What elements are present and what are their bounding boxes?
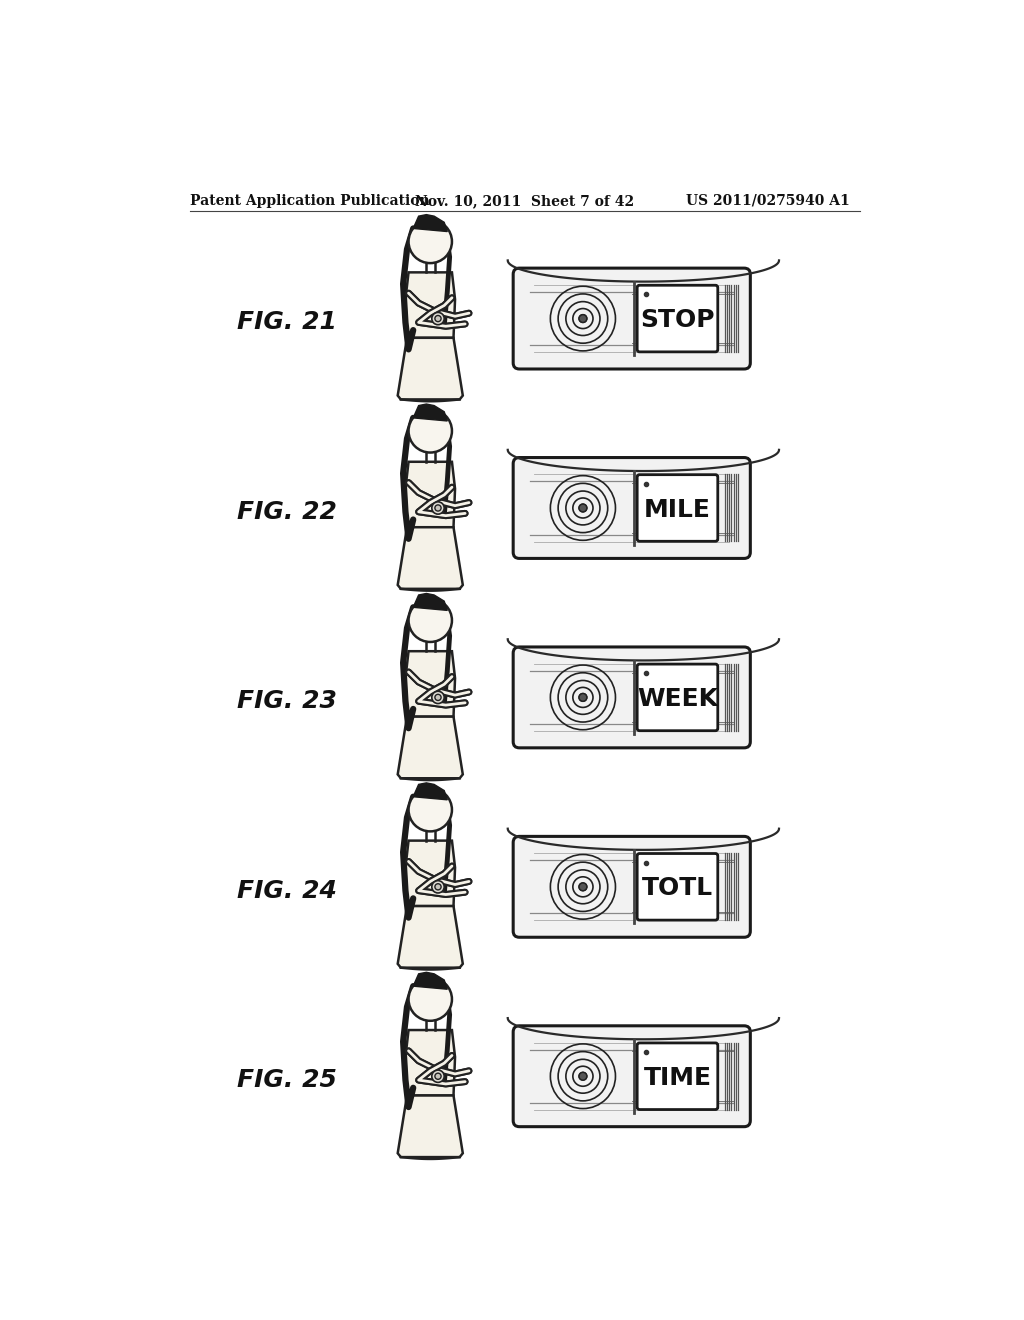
Circle shape	[432, 880, 444, 894]
Polygon shape	[397, 1096, 463, 1158]
Circle shape	[579, 883, 587, 891]
FancyBboxPatch shape	[637, 285, 718, 352]
Text: WEEK: WEEK	[637, 686, 718, 711]
Circle shape	[409, 978, 452, 1020]
Polygon shape	[414, 783, 447, 800]
Text: FIG. 22: FIG. 22	[237, 500, 337, 524]
FancyBboxPatch shape	[637, 475, 718, 541]
Text: TIME: TIME	[643, 1065, 712, 1090]
FancyBboxPatch shape	[513, 458, 751, 558]
Polygon shape	[414, 973, 447, 989]
Circle shape	[579, 1072, 587, 1080]
FancyBboxPatch shape	[513, 268, 751, 370]
Polygon shape	[414, 594, 447, 610]
Circle shape	[432, 692, 444, 704]
Text: FIG. 21: FIG. 21	[237, 310, 337, 334]
Circle shape	[579, 314, 587, 322]
Text: FIG. 24: FIG. 24	[237, 879, 337, 903]
Text: TOTL: TOTL	[642, 876, 713, 900]
Circle shape	[409, 409, 452, 453]
FancyBboxPatch shape	[637, 854, 718, 920]
Polygon shape	[397, 906, 463, 968]
Polygon shape	[414, 215, 447, 231]
Text: US 2011/0275940 A1: US 2011/0275940 A1	[686, 194, 850, 207]
FancyBboxPatch shape	[637, 1043, 718, 1110]
Polygon shape	[414, 404, 447, 421]
Polygon shape	[397, 527, 463, 589]
Circle shape	[579, 693, 587, 701]
FancyBboxPatch shape	[513, 647, 751, 748]
Polygon shape	[397, 338, 463, 400]
FancyBboxPatch shape	[637, 664, 718, 731]
Circle shape	[432, 1071, 444, 1082]
Circle shape	[435, 694, 441, 701]
Text: MILE: MILE	[644, 498, 711, 521]
FancyBboxPatch shape	[513, 1026, 751, 1127]
Circle shape	[409, 788, 452, 832]
FancyBboxPatch shape	[513, 837, 751, 937]
Polygon shape	[406, 841, 455, 906]
Polygon shape	[406, 462, 455, 527]
Circle shape	[435, 884, 441, 890]
Polygon shape	[406, 651, 455, 717]
Text: FIG. 25: FIG. 25	[237, 1068, 337, 1092]
Circle shape	[432, 313, 444, 325]
Text: Nov. 10, 2011  Sheet 7 of 42: Nov. 10, 2011 Sheet 7 of 42	[415, 194, 634, 207]
Circle shape	[435, 315, 441, 322]
Text: STOP: STOP	[640, 308, 715, 333]
Circle shape	[579, 504, 587, 512]
Text: Patent Application Publication: Patent Application Publication	[190, 194, 430, 207]
Circle shape	[432, 502, 444, 513]
Polygon shape	[406, 1030, 455, 1096]
Circle shape	[409, 599, 452, 642]
Polygon shape	[406, 272, 455, 338]
Text: FIG. 23: FIG. 23	[237, 689, 337, 713]
Polygon shape	[397, 717, 463, 779]
Circle shape	[435, 504, 441, 511]
Circle shape	[435, 1073, 441, 1080]
Circle shape	[409, 220, 452, 263]
